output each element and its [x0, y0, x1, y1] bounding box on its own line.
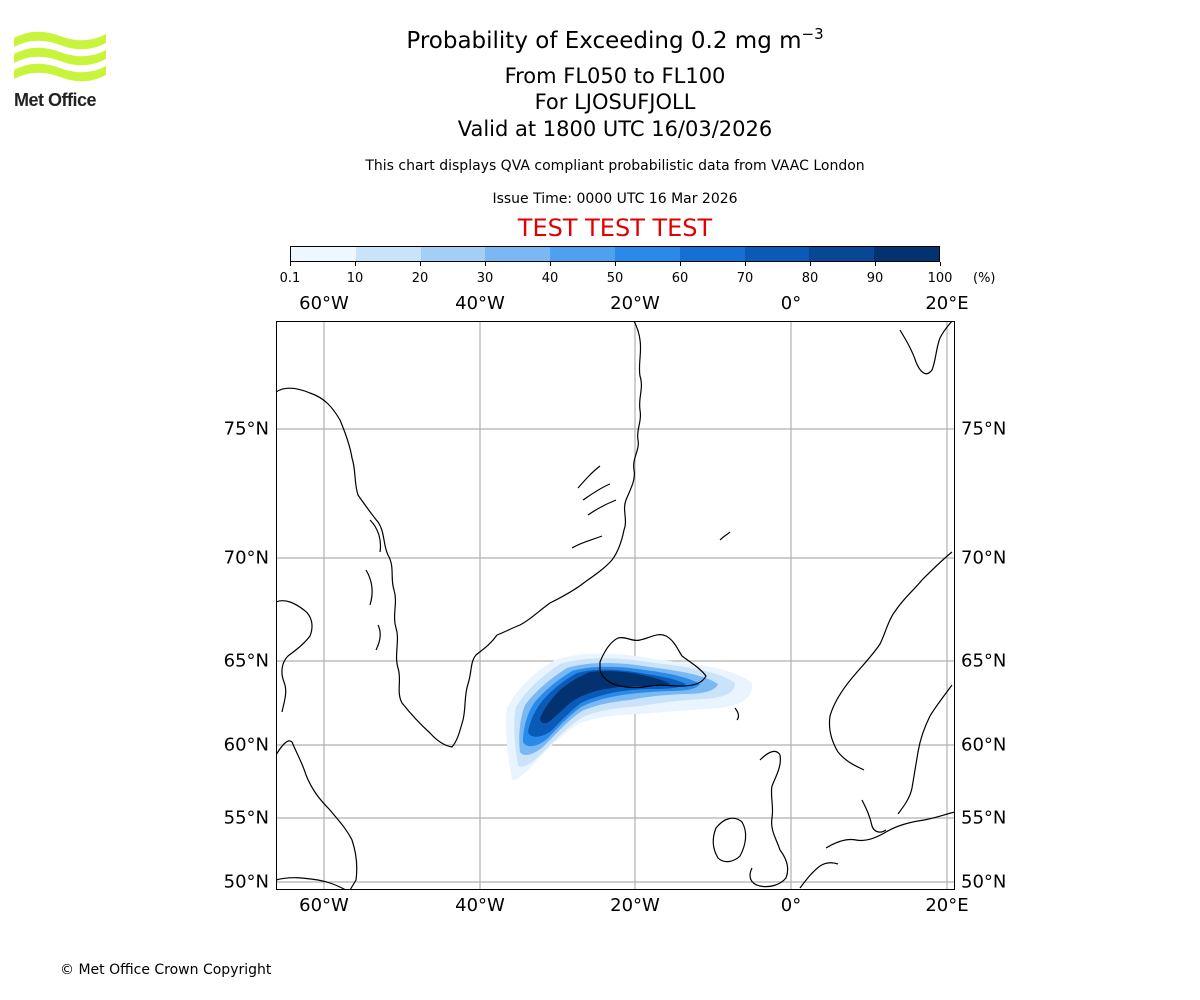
colorbar-unit: (%) — [973, 271, 996, 286]
latitude-label: 70°N — [961, 547, 1007, 569]
latitude-label: 60°N — [961, 734, 1007, 756]
colorbar-segment — [744, 247, 810, 261]
colorbar-tick-label: 80 — [801, 271, 819, 286]
volcano-name: For LJOSUFJOLL — [534, 90, 696, 114]
issue-time: Issue Time: 0000 UTC 16 Mar 2026 — [492, 191, 738, 207]
colorbar-segment — [614, 247, 680, 261]
latitude-label: 50°N — [961, 871, 1007, 893]
greenland-fjord-3 — [587, 499, 617, 516]
met-office-logo: Met Office — [14, 30, 106, 112]
colorbar-tick-label: 20 — [411, 271, 429, 286]
colorbar-tick-mark — [550, 262, 551, 266]
disclaimer: This chart displays QVA compliant probab… — [365, 158, 865, 174]
sweden-coast — [897, 684, 953, 815]
colorbar-tick-label: 90 — [866, 271, 884, 286]
colorbar-tick-label: 10 — [346, 271, 364, 286]
map-frame — [276, 321, 955, 890]
denmark — [861, 799, 887, 833]
colorbar-tick-mark — [290, 262, 291, 266]
greenland-fjord-1 — [577, 465, 601, 489]
svalbard — [899, 321, 953, 375]
colorbar-tick-label: 100 — [927, 271, 953, 286]
colorbar-segment — [874, 247, 939, 261]
newfoundland — [276, 877, 347, 890]
latitude-label: 70°N — [223, 547, 269, 569]
colorbar-segment — [291, 247, 356, 261]
colorbar-segment — [355, 247, 421, 261]
plume-band-5 — [540, 670, 670, 724]
copyright: © Met Office Crown Copyright — [60, 962, 272, 978]
colorbar-tick-label: 60 — [671, 271, 689, 286]
longitude-label: 20°E — [925, 293, 969, 314]
latitude-label: 55°N — [961, 807, 1007, 829]
faroe-islands — [734, 707, 740, 721]
latitude-label: 75°N — [223, 418, 269, 440]
norway — [828, 551, 953, 771]
colorbar-tick-label: 40 — [541, 271, 559, 286]
longitude-label: 40°W — [455, 895, 505, 916]
greenland-inlet-west-3 — [375, 624, 381, 651]
longitude-label: 60°W — [299, 293, 349, 314]
met-office-wave-icon — [14, 31, 106, 82]
labrador — [276, 740, 358, 890]
ash-probability-map — [276, 321, 955, 890]
colorbar-tick-mark — [485, 262, 486, 266]
longitude-label: 20°W — [610, 293, 660, 314]
probability-colorbar — [290, 246, 940, 262]
latitude-label: 65°N — [223, 650, 269, 672]
colorbar-tick-mark — [810, 262, 811, 266]
latitude-label: 75°N — [961, 418, 1007, 440]
coastlines — [276, 321, 955, 890]
title-exponent: −3 — [801, 25, 824, 43]
greenland-east-coast — [496, 321, 643, 636]
iceland — [599, 634, 707, 689]
longitude-label: 20°W — [610, 895, 660, 916]
logo-text: Met Office — [14, 90, 97, 110]
england — [749, 849, 789, 888]
north-europe-coast — [825, 811, 955, 849]
valid-time: Valid at 1800 UTC 16/03/2026 — [457, 117, 773, 141]
colorbar-segment — [485, 247, 551, 261]
baffin-island — [276, 600, 313, 713]
chart-title: Probability of Exceeding 0.2 mg m−3 — [406, 25, 824, 54]
greenland-fjord-4 — [571, 535, 603, 549]
colorbar-tick-mark — [875, 262, 876, 266]
greenland-inlet-west-2 — [365, 569, 373, 606]
colorbar-segment — [679, 247, 745, 261]
colorbar-segment — [420, 247, 486, 261]
jan-mayen — [719, 531, 731, 541]
level-range: From FL050 to FL100 — [504, 64, 726, 88]
colorbar-tick-mark — [940, 262, 941, 266]
colorbar-segment — [550, 247, 615, 261]
colorbar-tick-mark — [355, 262, 356, 266]
latitude-label: 50°N — [223, 871, 269, 893]
longitude-label: 0° — [780, 293, 802, 314]
latitude-label: 55°N — [223, 807, 269, 829]
colorbar-tick-label: 0.1 — [279, 271, 301, 286]
colorbar-tick-label: 70 — [736, 271, 754, 286]
longitude-label: 20°E — [925, 895, 969, 916]
longitude-label: 0° — [780, 895, 802, 916]
longitude-label: 60°W — [299, 895, 349, 916]
test-banner: TEST TEST TEST — [517, 214, 713, 242]
latitude-label: 60°N — [223, 734, 269, 756]
colorbar-segment — [809, 247, 875, 261]
colorbar-tick-mark — [745, 262, 746, 266]
scotland — [759, 750, 781, 851]
ireland — [712, 817, 747, 863]
colorbar-tick-mark — [680, 262, 681, 266]
graticule — [276, 321, 955, 890]
greenland-inlet-west — [369, 519, 382, 553]
colorbar-tick-label: 50 — [606, 271, 624, 286]
colorbar-tick-mark — [615, 262, 616, 266]
colorbar-tick-label: 30 — [476, 271, 494, 286]
france-coast — [799, 862, 839, 889]
greenland-west-coast — [276, 387, 498, 748]
greenland-fjord-2 — [582, 483, 611, 501]
latitude-label: 65°N — [961, 650, 1007, 672]
longitude-label: 40°W — [455, 293, 505, 314]
colorbar-tick-mark — [420, 262, 421, 266]
